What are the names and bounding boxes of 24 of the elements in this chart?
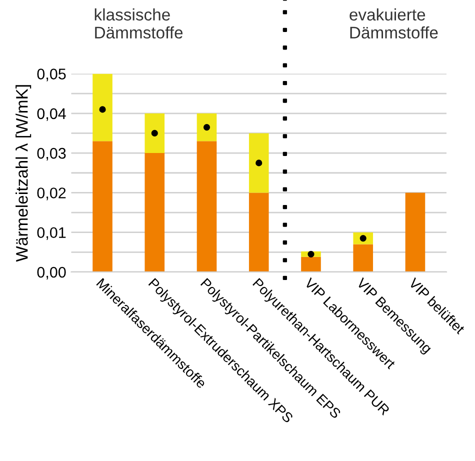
y-tick-label: 0,03 bbox=[37, 148, 66, 161]
y-tick-label: 0,01 bbox=[37, 227, 66, 240]
bar bbox=[92, 141, 112, 272]
bar bbox=[196, 141, 217, 272]
bar bbox=[353, 244, 374, 272]
point bbox=[151, 130, 158, 137]
y-tick-label: 0,05 bbox=[37, 68, 66, 82]
y-tick-label: 0,02 bbox=[37, 188, 66, 200]
point bbox=[256, 160, 262, 166]
bar bbox=[92, 74, 112, 142]
point bbox=[308, 250, 314, 258]
bar bbox=[196, 113, 217, 142]
text: evakuierte Dämmstoffe bbox=[350, 8, 438, 39]
y-tick-label: 0,04 bbox=[37, 108, 66, 121]
text: klassische Dämmstoffe bbox=[94, 8, 183, 39]
bar bbox=[144, 113, 165, 154]
bar bbox=[144, 153, 165, 272]
point bbox=[99, 106, 106, 113]
bar bbox=[301, 256, 321, 272]
y-axis-title: Wärmeleitzahl λ [W/mK] bbox=[16, 85, 32, 262]
bar bbox=[248, 192, 269, 272]
bar bbox=[405, 192, 426, 272]
bar bbox=[248, 133, 269, 193]
y-tick-label: 0,00 bbox=[37, 266, 66, 280]
